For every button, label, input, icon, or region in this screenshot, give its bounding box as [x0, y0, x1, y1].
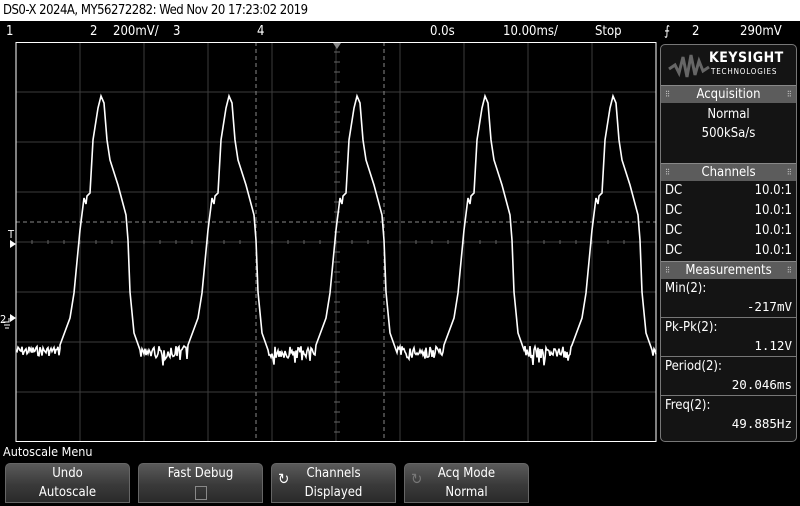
measurement-name: Freq(2): — [665, 398, 711, 413]
button-label: Acq Mode — [437, 466, 496, 481]
coupling: DC — [665, 223, 683, 238]
keysight-logo: KEYSIGHT TECHNOLOGIES — [661, 45, 796, 85]
probe-ratio: 10.0:1 — [754, 203, 792, 218]
channels-header[interactable]: Channels — [661, 163, 796, 182]
probe-ratio: 10.0:1 — [754, 223, 792, 238]
measurement-item[interactable]: Freq(2): 49.885Hz — [661, 396, 796, 435]
button-label: Displayed — [304, 485, 363, 500]
button-label: Autoscale — [38, 485, 97, 500]
channel-1-label[interactable]: 1 — [6, 24, 14, 39]
button-label: Fast Debug — [167, 466, 234, 481]
sample-rate: 500kSa/s — [701, 126, 756, 141]
channel-row: DC 10.0:1 — [661, 221, 796, 241]
ground-icon — [3, 318, 10, 329]
waveform-line — [15, 93, 657, 366]
coupling: DC — [665, 243, 683, 258]
measurement-item[interactable]: Min(2): -217mV — [661, 279, 796, 318]
channel-3-label[interactable]: 3 — [173, 24, 181, 39]
channel-4-label[interactable]: 4 — [257, 24, 265, 39]
measurement-value: 49.885Hz — [731, 416, 792, 431]
ground-arrow-icon — [10, 314, 16, 322]
measurement-name: Period(2): — [665, 359, 722, 374]
measurements-header[interactable]: Measurements — [661, 261, 796, 280]
channel-2-trace — [15, 93, 657, 366]
horizontal-delay[interactable]: 0.0s — [430, 24, 455, 39]
trigger-level[interactable]: 290mV — [740, 24, 782, 39]
timebase-scale[interactable]: 10.00ms/ — [503, 24, 558, 39]
trigger-source[interactable]: 2 — [692, 24, 700, 39]
measurement-value: 20.046ms — [731, 377, 792, 392]
button-label: Normal — [445, 485, 488, 500]
graticule-border — [15, 42, 657, 442]
measurement-name: Pk-Pk(2): — [665, 320, 718, 335]
cycle-icon: ↻ — [278, 470, 290, 488]
title-bar: DS0-X 2024A, MY56272282: Wed Nov 20 17:2… — [0, 0, 800, 21]
acq-mode-button[interactable]: ↻ Acq Mode Normal — [404, 463, 529, 503]
fast-debug-checkbox[interactable] — [194, 486, 207, 500]
graticule — [15, 42, 657, 442]
channel-2-scale[interactable]: 200mV/ — [113, 24, 159, 39]
channels-displayed-button[interactable]: ↻ Channels Displayed — [271, 463, 396, 503]
brand-sub: TECHNOLOGIES — [711, 67, 778, 76]
acquisition-header[interactable]: Acquisition — [661, 85, 796, 104]
probe-ratio: 10.0:1 — [754, 243, 792, 258]
run-state[interactable]: Stop — [595, 24, 622, 39]
probe-ratio: 10.0:1 — [754, 183, 792, 198]
fast-debug-button[interactable]: Fast Debug — [138, 463, 263, 503]
channel-row: DC 10.0:1 — [661, 181, 796, 201]
time-reference-marker[interactable] — [333, 43, 341, 49]
keysight-wave-icon — [668, 54, 710, 78]
channel-row: DC 10.0:1 — [661, 241, 796, 261]
channel-row: DC 10.0:1 — [661, 201, 796, 221]
channel-2-ground-marker[interactable]: 2 — [0, 313, 6, 326]
info-panel: KEYSIGHT TECHNOLOGIES Acquisition Normal… — [660, 44, 797, 442]
status-bar: 1 2 200mV/ 3 4 0.0s 10.00ms/ Stop ⨍ 2 29… — [0, 21, 800, 42]
brand-name: KEYSIGHT — [709, 50, 784, 66]
waveform-display[interactable]: T 2 — [0, 42, 660, 444]
measurement-value: 1.12V — [754, 338, 792, 353]
measurement-value: -217mV — [746, 299, 792, 314]
button-label: Undo — [52, 466, 83, 481]
coupling: DC — [665, 183, 683, 198]
coupling: DC — [665, 203, 683, 218]
button-label: Channels — [306, 466, 361, 481]
channel-2-label[interactable]: 2 — [90, 24, 98, 39]
measurement-item[interactable]: Period(2): 20.046ms — [661, 357, 796, 396]
trigger-arrow-icon — [10, 240, 16, 248]
undo-autoscale-button[interactable]: Undo Autoscale — [5, 463, 130, 503]
acquisition-info: Normal 500kSa/s — [661, 103, 796, 163]
measurement-item[interactable]: Pk-Pk(2): 1.12V — [661, 318, 796, 357]
trigger-level-marker[interactable]: T — [7, 228, 15, 241]
menu-title: Autoscale Menu — [3, 444, 93, 459]
cycle-icon: ↻ — [411, 470, 423, 488]
acquisition-mode: Normal — [707, 107, 750, 122]
measurement-name: Min(2): — [665, 281, 707, 296]
rising-edge-icon: ⨍ — [664, 24, 671, 39]
